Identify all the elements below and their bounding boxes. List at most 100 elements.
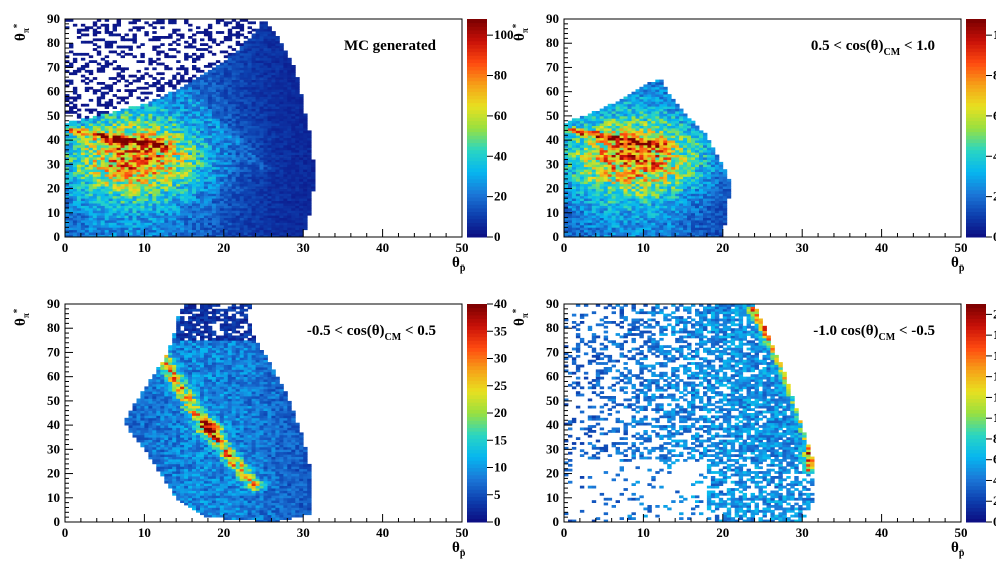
heatmap-cell	[188, 123, 193, 126]
heatmap-cell	[180, 113, 185, 117]
heatmap-cell	[227, 154, 233, 158]
heatmap-cell	[164, 210, 169, 214]
heatmap-cell	[148, 123, 153, 126]
heatmap-cell	[140, 77, 145, 80]
heatmap-cell	[176, 50, 181, 54]
heatmap-cell	[247, 98, 252, 102]
heatmap-cell	[259, 120, 264, 124]
heatmap-cell	[283, 203, 288, 206]
heatmap-cell	[203, 161, 209, 165]
heatmap-cell	[255, 79, 260, 83]
heatmap-cell	[92, 161, 98, 165]
heatmap-cell	[579, 234, 585, 238]
heatmap-cell	[80, 178, 86, 182]
heatmap-cell	[172, 212, 177, 216]
heatmap-cell	[80, 40, 86, 44]
heatmap-cell	[200, 118, 205, 122]
heatmap-cell	[96, 157, 102, 160]
color-bar-segment	[467, 157, 487, 162]
heatmap-cell	[283, 72, 288, 76]
heatmap-cell	[243, 147, 249, 151]
heatmap-cell	[88, 183, 94, 187]
heatmap-cell	[184, 217, 189, 221]
heatmap-cell	[299, 220, 304, 223]
heatmap-cell	[176, 154, 181, 158]
heatmap-cell	[180, 67, 185, 71]
heatmap-cell	[132, 89, 137, 92]
heatmap-cell	[124, 38, 129, 42]
heatmap-cell	[283, 50, 288, 54]
heatmap-cell	[108, 33, 114, 37]
heatmap-cell	[223, 181, 229, 185]
heatmap-cell	[243, 222, 249, 226]
heatmap-cell	[583, 140, 589, 143]
heatmap-cell	[100, 174, 106, 177]
heatmap-cell	[104, 137, 110, 141]
heatmap-cell	[239, 210, 245, 214]
heatmap-cell	[164, 149, 169, 153]
heatmap-cell	[172, 227, 177, 231]
heatmap-cell	[160, 120, 165, 124]
heatmap-cell	[211, 113, 217, 117]
heatmap-cell	[219, 40, 225, 44]
heatmap-cell	[80, 171, 86, 175]
heatmap-cell	[247, 164, 252, 168]
heatmap-cell	[84, 132, 90, 136]
heatmap-cell	[239, 178, 245, 182]
heatmap-cell	[196, 94, 201, 97]
heatmap-cell	[247, 191, 252, 194]
heatmap-cell	[263, 72, 268, 76]
color-bar-segment	[467, 58, 487, 64]
heatmap-cell	[96, 186, 102, 189]
heatmap-cell	[579, 164, 585, 168]
heatmap-cell	[579, 178, 585, 182]
heatmap-cell	[571, 200, 577, 204]
heatmap-cell	[255, 101, 260, 105]
heatmap-cell	[239, 169, 245, 172]
heatmap-cell	[100, 181, 106, 185]
heatmap-cell	[564, 130, 569, 134]
heatmap-cell	[275, 52, 280, 56]
heatmap-cell	[108, 125, 114, 129]
heatmap-cell	[215, 154, 221, 158]
heatmap-cell	[279, 183, 284, 187]
heatmap-cell	[203, 145, 209, 148]
heatmap-cell	[124, 169, 129, 172]
heatmap-cell	[271, 174, 276, 177]
heatmap-cell	[69, 159, 74, 163]
heatmap-cell	[132, 220, 137, 223]
heatmap-cell	[575, 232, 581, 235]
heatmap-cell	[211, 161, 217, 165]
heatmap-cell	[132, 161, 137, 165]
heatmap-cell	[140, 149, 145, 153]
heatmap-cell	[148, 220, 153, 223]
heatmap-cell	[124, 145, 129, 148]
heatmap-cell	[267, 152, 272, 155]
heatmap-cell	[223, 137, 229, 141]
heatmap-cell	[291, 118, 296, 122]
heatmap-cell	[251, 169, 256, 172]
heatmap-cell	[211, 234, 217, 238]
heatmap-cell	[235, 220, 241, 223]
heatmap-cell	[108, 176, 114, 180]
heatmap-cell	[124, 217, 129, 221]
heatmap-cell	[192, 220, 197, 223]
heatmap-cell	[144, 222, 149, 226]
heatmap-cell	[247, 234, 252, 238]
heatmap-cell	[112, 111, 117, 114]
heatmap-cell	[132, 113, 137, 117]
heatmap-cell	[299, 181, 304, 185]
heatmap-cell	[84, 234, 90, 238]
heatmap-cell	[144, 195, 149, 199]
heatmap-cell	[219, 132, 225, 136]
heatmap-cell	[176, 130, 181, 134]
heatmap-cell	[251, 145, 256, 148]
heatmap-cell	[136, 169, 141, 172]
heatmap-cell	[69, 147, 74, 151]
heatmap-cell	[176, 222, 181, 226]
heatmap-cell	[156, 79, 161, 83]
heatmap-cell	[192, 188, 197, 192]
heatmap-cell	[140, 120, 145, 124]
heatmap-cell	[100, 147, 106, 151]
heatmap-cell	[188, 130, 193, 134]
